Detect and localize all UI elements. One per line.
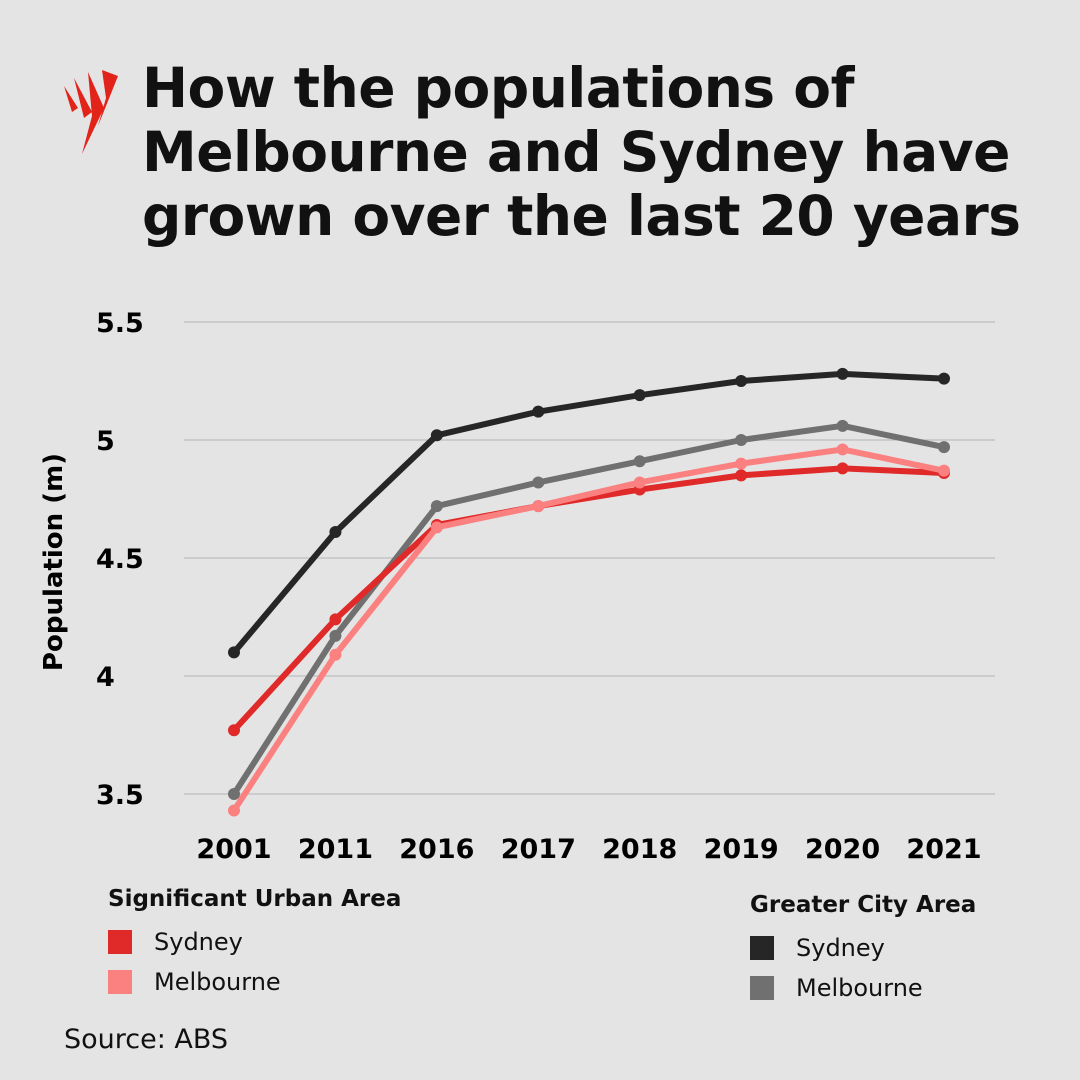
legend-swatch <box>750 976 774 1000</box>
legend-significant-urban-area: Significant Urban Area Sydney Melbourne <box>108 886 401 1002</box>
legend-label: Melbourne <box>154 968 281 996</box>
data-point <box>735 469 748 482</box>
x-tick-label: 2019 <box>704 834 779 865</box>
sbs-logo <box>64 70 118 154</box>
data-point <box>430 429 443 442</box>
legend-item: Melbourne <box>108 962 401 1002</box>
data-point <box>633 476 646 489</box>
data-point <box>633 389 646 402</box>
data-point <box>228 646 240 659</box>
legend-title: Greater City Area <box>750 892 977 918</box>
chart-title: How the populations of Melbourne and Syd… <box>142 56 1021 248</box>
data-point <box>329 526 342 539</box>
x-tick-label: 2001 <box>196 834 271 865</box>
series-line <box>231 465 945 733</box>
data-point <box>938 372 950 385</box>
series-line <box>231 446 945 813</box>
y-tick-label: 4.5 <box>96 544 144 575</box>
legend-item: Sydney <box>750 928 976 968</box>
data-point <box>532 500 545 513</box>
data-point <box>633 455 646 468</box>
y-tick-label: 5 <box>96 426 115 457</box>
data-point <box>430 500 443 513</box>
data-point <box>532 405 545 418</box>
y-tick-label: 5.5 <box>96 308 144 339</box>
data-point <box>836 419 849 432</box>
source-note: Source: ABS <box>64 1024 229 1055</box>
x-tick-label: 2016 <box>399 834 474 865</box>
data-point <box>836 462 849 475</box>
y-axis-label: Population (m) <box>39 453 69 671</box>
data-point <box>228 724 240 737</box>
data-point <box>836 367 849 380</box>
data-point <box>329 648 342 661</box>
x-tick-label: 2021 <box>906 834 981 865</box>
legend-swatch <box>108 970 132 994</box>
x-tick-label: 2018 <box>602 834 677 865</box>
data-point <box>735 375 748 387</box>
data-point <box>430 521 443 534</box>
legend-label: Sydney <box>796 934 885 962</box>
legend-swatch <box>750 936 774 960</box>
legend-title: Significant Urban Area <box>108 886 402 912</box>
data-point <box>938 464 950 477</box>
series-line <box>231 370 945 655</box>
legend-item: Melbourne <box>750 968 976 1008</box>
data-point <box>836 443 849 456</box>
legend-swatch <box>108 930 132 954</box>
data-point <box>228 804 240 817</box>
series-line <box>231 422 945 796</box>
legend-item: Sydney <box>108 922 401 962</box>
data-point <box>329 613 342 626</box>
data-point <box>938 441 950 454</box>
legend-label: Melbourne <box>796 974 923 1002</box>
x-tick-label: 2020 <box>805 834 880 865</box>
y-tick-label: 3.5 <box>96 780 144 811</box>
x-tick-label: 2017 <box>501 834 576 865</box>
data-point <box>735 434 748 446</box>
data-point <box>532 476 545 489</box>
x-tick-label: 2011 <box>298 834 373 865</box>
legend-greater-city-area: Greater City Area Sydney Melbourne <box>750 892 976 1008</box>
data-point <box>735 457 748 470</box>
y-tick-label: 4 <box>96 662 115 693</box>
data-point <box>329 629 342 642</box>
legend-label: Sydney <box>154 928 243 956</box>
data-point <box>228 788 240 800</box>
